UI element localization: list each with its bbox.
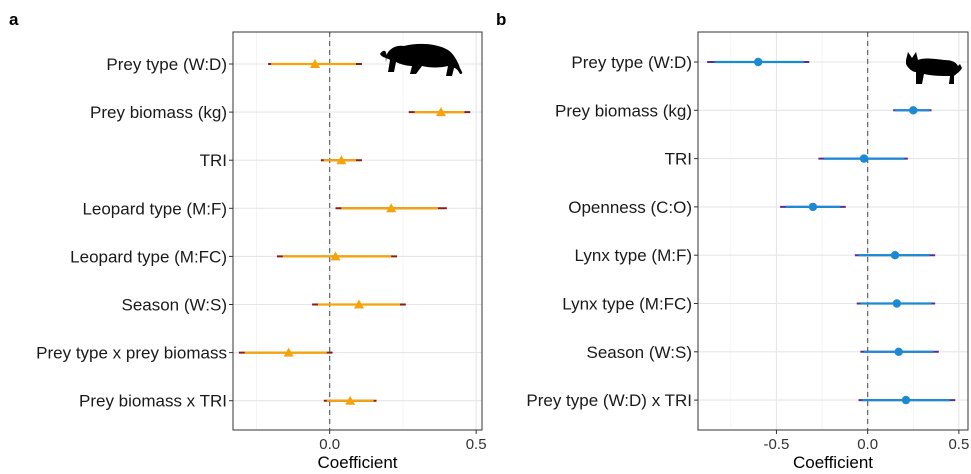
leopard-body xyxy=(380,43,463,76)
panel-b: Prey type (W:D) Prey biomass (kg) TRI Openn… xyxy=(526,31,969,472)
estimate-circle-marker xyxy=(892,299,902,308)
term-label: Leopard type (M:F) xyxy=(82,199,227,218)
lynx-body xyxy=(906,52,962,84)
term-label: Season (W:S) xyxy=(586,343,692,362)
x-tick-label: 0.5 xyxy=(948,436,969,453)
estimate-triangle-marker xyxy=(435,107,446,117)
estimate-circle-marker xyxy=(808,202,818,212)
lynx-silhouette-icon xyxy=(906,52,962,84)
estimate-circle-marker xyxy=(894,347,903,356)
estimate-circle-marker xyxy=(909,106,918,115)
term-label: Lynx type (M:F) xyxy=(575,246,692,265)
term-label: Lynx type (M:FC) xyxy=(562,295,692,314)
plot-area xyxy=(233,32,482,430)
panel-a-letter: a xyxy=(9,10,19,29)
x-tick-label: 0.0 xyxy=(857,436,878,453)
term-label: Prey type (W:D) xyxy=(106,55,227,74)
term-label: Prey biomass x TRI xyxy=(79,392,227,411)
panel-a: Prey type (W:D) Prey biomass (kg) TRI Leopa… xyxy=(36,31,487,472)
estimate-triangle-marker xyxy=(336,155,347,165)
estimate-triangle-marker xyxy=(345,395,356,405)
plot-area xyxy=(698,32,968,430)
panel-border xyxy=(232,31,483,431)
estimate-triangle-marker xyxy=(310,59,321,68)
term-label: Prey type (W:D) xyxy=(571,53,692,72)
x-tick-label: 0.0 xyxy=(319,436,340,453)
x-axis-title: Coefficient xyxy=(317,453,397,472)
estimate-triangle-marker xyxy=(353,299,364,309)
term-label: TRI xyxy=(200,151,227,170)
term-label: Prey biomass (kg) xyxy=(90,103,227,122)
estimate-triangle-marker xyxy=(330,251,341,261)
panel-b-letter: b xyxy=(496,10,507,29)
term-label: TRI xyxy=(665,150,692,169)
term-label: Season (W:S) xyxy=(121,296,227,315)
estimate-circle-marker xyxy=(890,251,900,260)
term-label: Prey biomass (kg) xyxy=(555,101,692,120)
x-tick-label: 0.5 xyxy=(466,436,487,453)
term-label: Leopard type (M:FC) xyxy=(70,247,227,266)
x-axis-title: Coefficient xyxy=(793,453,873,472)
estimate-triangle-marker xyxy=(283,347,294,357)
estimate-circle-marker xyxy=(859,154,869,163)
term-label: Prey type (W:D) x TRI xyxy=(526,391,692,410)
estimate-circle-marker xyxy=(901,395,911,405)
x-tick-label: -0.5 xyxy=(764,436,790,453)
estimate-triangle-marker xyxy=(386,203,397,213)
term-label: Prey type x prey biomass xyxy=(36,344,227,363)
leopard-silhouette-icon xyxy=(380,43,463,76)
panel-border xyxy=(697,31,969,431)
term-label: Openness (C:O) xyxy=(568,198,692,217)
estimate-circle-marker xyxy=(754,57,763,67)
